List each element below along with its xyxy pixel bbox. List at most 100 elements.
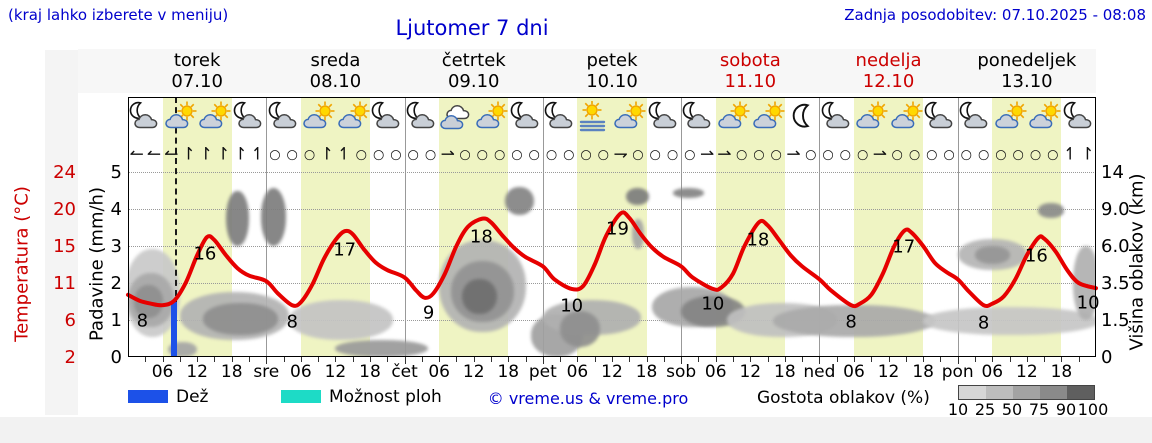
wind-symbol: ⇀ <box>786 144 801 165</box>
hour-label: 18 <box>359 362 381 382</box>
temp-point-label: 8 <box>136 310 149 332</box>
moon-cloud-icon <box>127 101 163 133</box>
temp-point-label: 17 <box>333 239 357 261</box>
temp-tick-label: 11 <box>53 273 76 294</box>
wind-symbol: ↾ <box>181 144 196 165</box>
wind-symbol: ○ <box>303 147 316 163</box>
temp-point-label: 16 <box>193 243 217 265</box>
bottom-tick <box>179 357 181 362</box>
precip-tick-label: 2 <box>110 273 122 294</box>
bottom-tick <box>352 357 354 362</box>
day-abbrev-label: čet <box>391 362 418 382</box>
wind-symbol: ○ <box>926 147 938 163</box>
wind-symbol: ○ <box>770 147 782 163</box>
bottom-tick <box>975 357 976 362</box>
hour-label: 18 <box>912 362 934 382</box>
sun-cloud-icon <box>473 101 509 133</box>
colorbar-segment <box>959 386 986 399</box>
cloud-blob <box>335 339 428 357</box>
bottom-tick <box>473 357 475 362</box>
bottom-tick <box>1078 357 1080 362</box>
bottom-tick <box>145 357 147 362</box>
temp-point-label: 17 <box>892 236 916 258</box>
sun-fog-icon <box>577 101 613 133</box>
bottom-tick <box>646 357 648 362</box>
gridline <box>128 172 1096 173</box>
wind-symbol: ↾ <box>233 144 248 165</box>
bottom-tick <box>525 357 527 362</box>
menu-hint: (kraj lahko izberete v meniju) <box>8 6 229 24</box>
copyright-link[interactable]: © vreme.us & vreme.pro <box>487 389 689 408</box>
day-name: četrtek <box>441 50 506 71</box>
hour-label: 12 <box>601 362 623 382</box>
sun-cloud-icon <box>335 101 371 133</box>
wind-symbol: ⇀ <box>699 144 715 165</box>
wind-symbol: ↼ <box>164 144 179 165</box>
wind-symbol: ○ <box>977 147 990 163</box>
cloud-blob <box>202 303 278 335</box>
temp-point-label: 8 <box>286 311 298 333</box>
wind-symbol: ⇀ <box>440 144 455 165</box>
temp-point-label: 18 <box>746 229 770 251</box>
bottom-tick <box>577 357 579 362</box>
day-header-strip <box>78 49 1096 93</box>
temp-tick-label: 20 <box>53 199 76 220</box>
day-abbrev-label: pon <box>941 362 974 382</box>
bottom-tick <box>542 357 544 364</box>
day-abbrev-label: pet <box>528 362 557 382</box>
day-abbrev-label: sre <box>253 362 280 382</box>
wind-symbol: ○ <box>822 147 834 163</box>
wind-symbol: ○ <box>476 147 489 163</box>
bottom-strip <box>0 417 1152 443</box>
bottom-tick <box>1044 357 1046 362</box>
bottom-tick <box>491 357 492 362</box>
wind-symbol: ○ <box>908 147 921 163</box>
colorbar-segment <box>1067 386 1094 399</box>
cloud-layer <box>128 172 1096 357</box>
bottom-tick <box>404 357 406 364</box>
bottom-tick <box>923 357 925 362</box>
moon-cloud-icon <box>957 101 993 133</box>
bottom-tick <box>560 357 562 362</box>
day-abbrev-label: sob <box>666 362 697 382</box>
bottom-tick <box>663 357 665 362</box>
wind-symbol: ○ <box>735 147 748 163</box>
wind-symbol: ○ <box>632 147 644 163</box>
bottom-tick <box>456 357 458 362</box>
day-abbrev-label: ned <box>803 362 836 382</box>
moon-cloud-icon <box>819 101 855 133</box>
wind-symbol: ↾ <box>198 144 213 165</box>
bottom-tick <box>1009 357 1011 362</box>
wind-symbol: ○ <box>580 147 592 163</box>
bottom-tick <box>629 357 631 362</box>
page-title: Ljutomer 7 dni <box>395 16 549 40</box>
moon-cloud-icon <box>680 101 716 133</box>
moon-cloud-icon <box>369 101 405 133</box>
day-name: ponedeljek <box>977 50 1077 71</box>
temp-axis-title: Temperatura (°C) <box>11 186 33 342</box>
bottom-tick <box>992 357 994 362</box>
bottom-tick <box>335 357 337 362</box>
cloud-axis-title: Višina oblakov (km) <box>1126 173 1148 351</box>
day-date: 10.10 <box>586 71 638 92</box>
hour-label: 06 <box>151 362 174 382</box>
cloud-blob <box>975 246 1010 264</box>
wind-symbol: ○ <box>995 147 1007 163</box>
wind-symbol: ↿ <box>1062 144 1078 165</box>
moon-cloud-icon <box>231 101 267 133</box>
wind-symbol: ⇁ <box>613 144 628 165</box>
wind-symbol: ↾ <box>319 144 334 165</box>
bottom-tick <box>249 357 250 362</box>
bottom-tick <box>940 357 942 362</box>
bottom-tick <box>300 357 302 362</box>
moon-cloud-icon <box>508 101 544 133</box>
temp-point-label: 19 <box>606 218 629 240</box>
wind-symbol: ○ <box>1012 147 1024 163</box>
bottom-tick <box>698 357 700 362</box>
wind-symbol: ⇀ <box>717 144 732 165</box>
wind-symbol: ○ <box>1029 147 1042 163</box>
wind-symbol: ○ <box>424 147 437 163</box>
moon-cloud-icon <box>646 101 682 133</box>
wind-symbol: ○ <box>684 147 696 163</box>
precip-tick-label: 0 <box>110 347 122 368</box>
